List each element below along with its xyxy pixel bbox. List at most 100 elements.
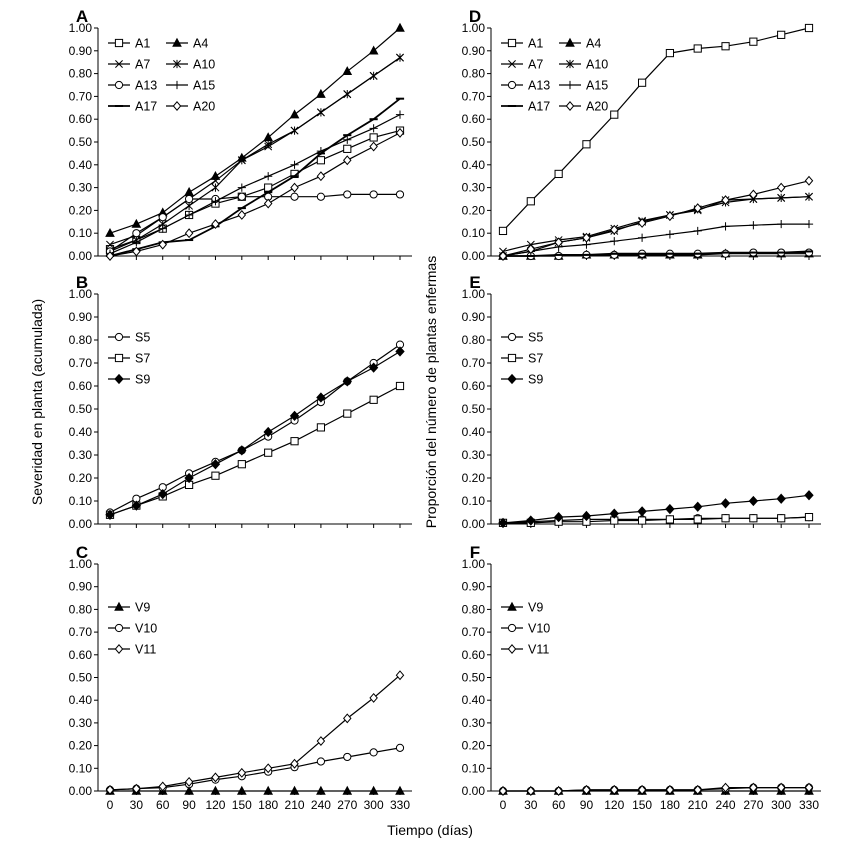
y-tick-label: 0.90 <box>462 580 486 594</box>
series-line <box>502 223 809 257</box>
legend-item: S5 <box>108 331 150 345</box>
y-tick-label: 0.20 <box>69 739 93 753</box>
data-point <box>132 229 141 238</box>
data-point <box>211 176 220 185</box>
data-point <box>554 251 563 261</box>
data-point <box>804 513 814 522</box>
y-tick-label: 0.30 <box>69 181 93 195</box>
data-point <box>264 448 273 457</box>
series-a13 <box>105 190 405 256</box>
data-point <box>290 182 299 193</box>
data-point <box>289 109 300 119</box>
data-point <box>343 713 352 724</box>
panel-letter: D <box>469 7 481 26</box>
x-axis-title: Tiempo (días) <box>387 822 473 838</box>
y-tick-label: 0.80 <box>69 333 93 347</box>
legend: V9 V10 V11 <box>108 601 157 657</box>
data-point <box>131 500 142 511</box>
data-point <box>721 514 730 523</box>
x-tick-label: 210 <box>688 798 708 812</box>
data-point <box>777 219 786 229</box>
data-point <box>237 192 246 201</box>
data-point <box>804 248 814 257</box>
data-point <box>749 221 758 230</box>
data-point <box>721 782 730 793</box>
x-tick-label: 180 <box>258 798 278 812</box>
data-point <box>316 757 326 766</box>
data-point <box>264 172 273 181</box>
legend-label: A10 <box>586 58 608 72</box>
data-point <box>395 670 405 681</box>
series-a1 <box>498 23 814 236</box>
legend-label: S5 <box>135 331 150 345</box>
series-v11 <box>105 670 405 795</box>
legend-marker <box>565 80 575 90</box>
legend-marker <box>507 373 517 385</box>
series-s7 <box>105 381 405 519</box>
data-point <box>343 90 352 99</box>
y-tick-label: 0.30 <box>462 448 486 462</box>
legend-marker <box>565 37 575 47</box>
legend-label: A20 <box>586 100 608 114</box>
series-line <box>502 494 810 524</box>
data-point <box>290 437 299 446</box>
data-point <box>610 224 619 235</box>
data-point <box>343 752 352 762</box>
data-point <box>395 785 405 795</box>
series-line <box>502 27 810 232</box>
data-point <box>554 169 563 179</box>
legend: A1 A4 A7 A10 A13 A15 A17 A20 <box>108 37 215 114</box>
legend-item: A4 <box>559 37 601 51</box>
y-tick-label: 0.30 <box>69 716 93 730</box>
data-point <box>369 395 378 404</box>
data-point <box>396 53 404 62</box>
y-tick-label: 0.60 <box>69 648 93 662</box>
y-tick-label: 0.50 <box>69 135 93 149</box>
y-tick-label: 0.10 <box>462 494 486 508</box>
series-s9 <box>105 346 405 520</box>
y-tick-label: 0.60 <box>462 648 486 662</box>
legend-label: S7 <box>135 352 150 366</box>
data-point <box>805 192 813 201</box>
legend-label: A15 <box>586 79 608 93</box>
data-point <box>316 192 326 201</box>
legend-label: V9 <box>135 601 150 615</box>
y-tick-label: 0.70 <box>69 89 93 103</box>
data-point <box>665 230 675 239</box>
data-point <box>749 782 758 793</box>
data-point <box>316 171 326 182</box>
legend-label: A13 <box>528 79 550 93</box>
y-tick-label: 0.20 <box>69 203 93 217</box>
legend-label: S7 <box>528 352 543 366</box>
x-tick-label: 210 <box>285 798 305 812</box>
data-point <box>369 141 378 152</box>
data-point <box>237 445 247 456</box>
y-tick-label: 0.60 <box>69 112 93 126</box>
data-point <box>369 124 378 133</box>
data-point <box>184 228 194 239</box>
y-tick-label: 0.00 <box>462 249 486 263</box>
data-point <box>749 189 758 200</box>
panel-d: D 0.00 0.10 0.20 0.30 0.40 0.50 0.60 0.70 0.80 0.9… <box>462 7 821 263</box>
data-point <box>665 211 675 222</box>
data-point <box>131 218 142 228</box>
data-point <box>368 785 379 795</box>
data-point <box>236 785 247 795</box>
data-point <box>693 226 702 236</box>
legend: S5 S7 S9 <box>501 331 543 387</box>
legend-label: A4 <box>586 37 601 51</box>
data-point <box>289 785 300 795</box>
data-point <box>637 784 647 795</box>
legend-label: S9 <box>135 373 150 387</box>
y-tick-label: 0.80 <box>462 67 486 81</box>
series-line <box>503 250 810 257</box>
data-point <box>368 362 379 373</box>
data-point <box>776 782 786 793</box>
y-tick-label: 0.20 <box>69 471 93 485</box>
data-point <box>369 692 378 703</box>
data-point <box>395 22 405 32</box>
legend-label: A20 <box>193 100 215 114</box>
series-line <box>503 786 809 792</box>
data-point <box>184 776 194 787</box>
data-point <box>264 140 273 149</box>
